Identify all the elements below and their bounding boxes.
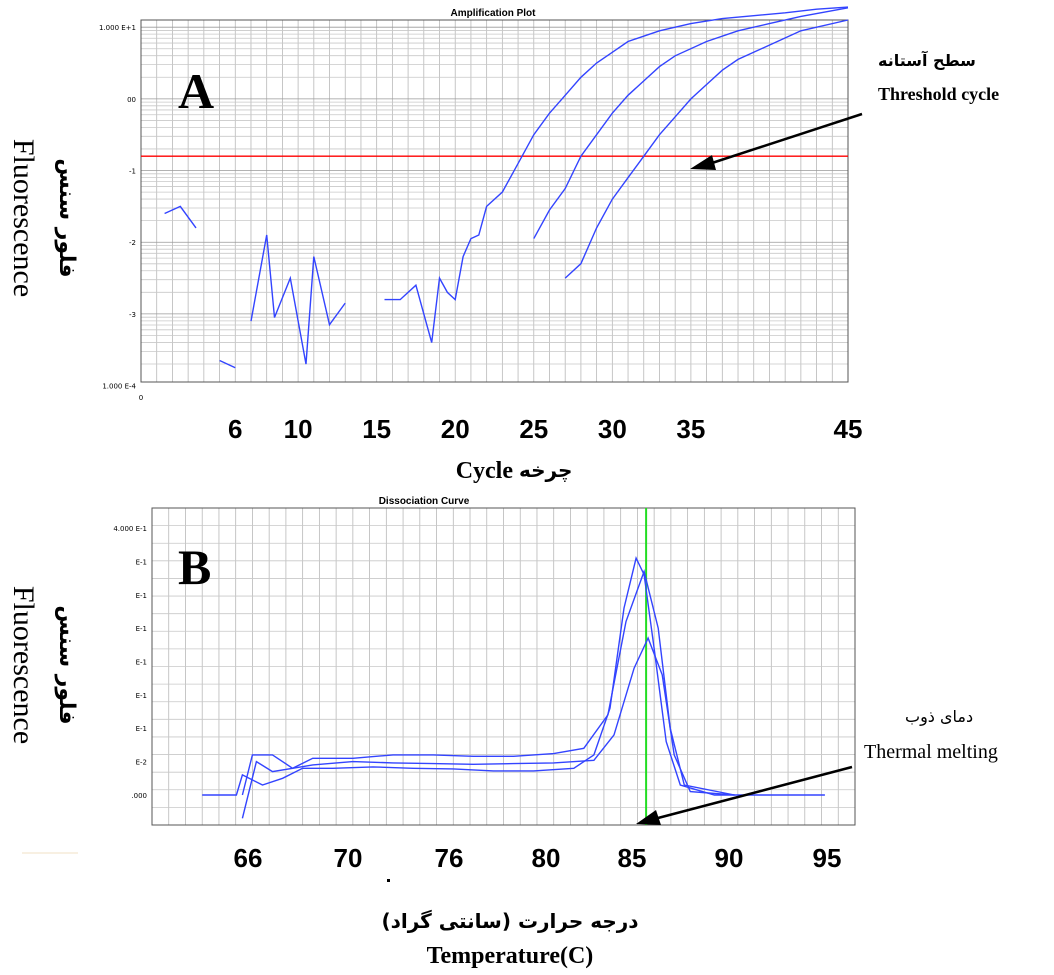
amplification-xlabel-en: Cycle <box>456 458 514 484</box>
y-tick-label: 1.000 E+1 <box>99 24 136 32</box>
y-tick-label: .000 <box>131 792 147 800</box>
amplification-curve <box>564 19 849 279</box>
amplification-curve <box>384 6 849 343</box>
panel-label-a: A <box>178 63 214 119</box>
dissociation-ylabel-en: Fluorescence <box>7 586 40 744</box>
dissociation-ylabel-fa: فلور سنس <box>54 605 79 724</box>
x-tick-label: 76 <box>435 843 464 873</box>
dissociation-series <box>202 556 825 819</box>
amplification-y-ticks: 1.000 E+1 00 -1 -2 -3 1.000 E-4 <box>99 24 137 390</box>
melting-annotation-en: Thermal melting <box>864 741 998 763</box>
amplification-curve <box>250 234 346 365</box>
threshold-annotation-en: Threshold cycle <box>878 84 999 104</box>
x-tick-label: 85 <box>618 843 647 873</box>
x-tick-label: 25 <box>519 414 548 444</box>
x-tick-label: 20 <box>441 414 470 444</box>
melt-curve <box>241 568 735 796</box>
x-tick-label: 6 <box>228 414 242 444</box>
dissociation-xlabel-en: Temperature(C) <box>427 943 594 969</box>
x-tick-label: 35 <box>676 414 705 444</box>
y-tick-label: -2 <box>129 239 136 247</box>
amplification-ylabel-fa: فلور سنس <box>54 158 79 277</box>
amplification-plot-panel: Amplification Plot 1.000 E+100-1-2-31.00… <box>7 6 999 484</box>
y-tick-label: E-1 <box>136 592 147 600</box>
y-tick-label: 4.000 E-1 <box>113 525 147 533</box>
amplification-xlabel-fa: چرخه <box>519 458 572 483</box>
melt-curve <box>241 636 735 819</box>
stray-mark <box>387 879 390 882</box>
x-tick-label: 15 <box>362 414 391 444</box>
y-tick-label: E-1 <box>136 692 147 700</box>
dissociation-y-ticks: 4.000 E-1 E-1 E-1 E-1 E-1 E-1 E-1 E-2 .000 <box>113 525 147 800</box>
y-tick-label: E-1 <box>136 658 147 666</box>
x-tick-label: 80 <box>532 843 561 873</box>
melting-annotation-fa: دمای ذوب <box>905 707 973 727</box>
x-tick-label: 66 <box>234 843 263 873</box>
threshold-annotation-fa: سطح آستانه <box>878 50 976 70</box>
x-tick-label: 30 <box>598 414 627 444</box>
dissociation-xlabel-fa: درجه حرارت (سانتی گراد) <box>381 909 638 933</box>
amplification-x-tick-zero: 0 <box>139 394 143 402</box>
melt-curve <box>202 556 825 796</box>
x-tick-label: 70 <box>334 843 363 873</box>
y-tick-label: 1.000 E-4 <box>102 383 136 391</box>
threshold-arrow-shaft <box>711 112 863 165</box>
melting-arrow-head <box>636 810 661 825</box>
amplification-grid <box>141 20 848 382</box>
x-tick-label: 10 <box>284 414 313 444</box>
dissociation-x-ticks: 66 70 76 80 85 90 95 <box>234 843 842 873</box>
dissociation-plot-frame <box>151 507 856 826</box>
y-tick-label: E-1 <box>136 625 147 633</box>
dissociation-grid <box>152 508 855 825</box>
amplification-plot-frame <box>140 19 849 383</box>
y-tick-label: E-2 <box>136 759 147 767</box>
x-tick-label: 95 <box>813 843 842 873</box>
amplification-curve <box>219 359 236 369</box>
dissociation-curve-panel: Dissociation Curve 4.000 E-1 E-1 E-1 E-1 E-1… <box>7 496 998 969</box>
y-tick-label: -1 <box>129 168 136 176</box>
y-tick-label: -3 <box>129 311 136 319</box>
amplification-ylabel-en: Fluorescence <box>7 139 40 297</box>
y-tick-label: 00 <box>127 96 136 104</box>
amplification-plot-title: Amplification Plot <box>451 8 537 19</box>
threshold-arrow-head <box>690 155 716 170</box>
panel-label-b: B <box>178 539 211 595</box>
amplification-series <box>164 6 849 369</box>
amplification-curve <box>533 7 849 239</box>
dissociation-curve-title: Dissociation Curve <box>379 496 470 507</box>
amplification-x-ticks: 6 10 15 20 25 30 35 45 <box>228 414 862 444</box>
amplification-curve <box>164 205 197 229</box>
melting-arrow-shaft <box>657 765 853 820</box>
y-tick-label: E-1 <box>136 725 147 733</box>
x-tick-label: 45 <box>834 414 863 444</box>
x-tick-label: 90 <box>715 843 744 873</box>
y-tick-label: E-1 <box>136 558 147 566</box>
